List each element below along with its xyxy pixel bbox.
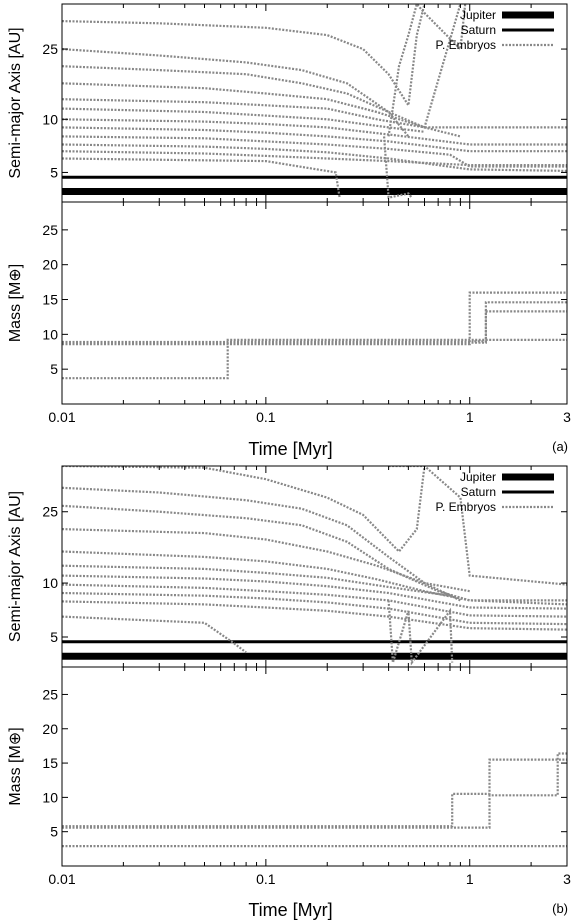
- top-ytick-label: 10: [42, 575, 58, 591]
- legend-label: Saturn: [461, 23, 496, 37]
- top-ytick-label: 5: [50, 164, 58, 180]
- bottom-plot-frame: [61, 201, 568, 405]
- bottom-ytick-label: 15: [42, 292, 58, 308]
- legend-label: Jupiter: [460, 470, 496, 484]
- chart-panel-a: 5 10 25 Semi-major Axis [AU] JupiterSaturnP.…: [7, 3, 571, 459]
- bottom-ylabel: Mass [M⊕]: [7, 727, 24, 805]
- top-ytick-label: 5: [50, 629, 58, 645]
- top-ytick-label: 25: [42, 504, 58, 520]
- series-embryo-2: [62, 4, 426, 109]
- mass-series-2: [62, 752, 567, 829]
- bottom-ytick-label: 20: [42, 721, 58, 737]
- mass-plot: [62, 752, 567, 848]
- xlabel: Time [Myr]: [248, 439, 332, 459]
- bottom-ylabel: Mass [M⊕]: [7, 264, 24, 342]
- bottom-ytick-label: 10: [42, 789, 58, 805]
- bottom-ytick-label: 25: [42, 222, 58, 238]
- xtick-label: 1: [466, 871, 474, 887]
- series-embryo-12: [62, 615, 247, 654]
- xtick-label: 3: [563, 409, 571, 425]
- series-embryo-8: [62, 574, 567, 610]
- series-embryo-8: [62, 118, 567, 146]
- bottom-ytick-label: 10: [42, 326, 58, 342]
- top-ytick-label: 10: [42, 111, 58, 127]
- legend-label: Saturn: [461, 485, 496, 499]
- series-embryo-14: [387, 4, 467, 137]
- series-embryo-10: [62, 135, 567, 168]
- bottom-ytick-label: 5: [50, 361, 58, 377]
- series-embryo-3: [62, 486, 461, 602]
- xtick-label: 0.1: [256, 409, 276, 425]
- mass-series-1: [62, 291, 567, 346]
- mass-plot: [62, 291, 567, 380]
- series-embryo-6: [62, 550, 567, 602]
- mass-series-1: [62, 758, 567, 828]
- top-ytick-label: 25: [42, 41, 58, 57]
- legend-label: P. Embryos: [436, 500, 496, 514]
- xtick-label: 0.01: [48, 409, 75, 425]
- series-embryo-5: [62, 528, 470, 593]
- mass-series-3: [62, 310, 567, 344]
- top-ylabel: Semi-major Axis [AU]: [7, 27, 24, 178]
- xtick-label: 0.01: [48, 871, 75, 887]
- panel-label: (b): [552, 901, 568, 916]
- series-embryo-12: [62, 150, 567, 167]
- xlabel: Time [Myr]: [248, 900, 332, 920]
- legend-label: Jupiter: [460, 8, 496, 22]
- xtick-label: 1: [466, 409, 474, 425]
- series-embryo-15: [383, 136, 413, 199]
- bottom-ytick-label: 20: [42, 257, 58, 273]
- mass-series-2: [62, 301, 567, 344]
- xtick-label: 0.1: [256, 871, 276, 887]
- bottom-ytick-label: 15: [42, 755, 58, 771]
- series-embryo-7: [62, 564, 451, 597]
- legend-label: P. Embryos: [436, 38, 496, 52]
- series-embryo-4: [62, 504, 567, 606]
- series-embryo-13: [388, 466, 567, 586]
- semi-major-axis-plot: [62, 4, 567, 199]
- xtick-label: 3: [563, 871, 571, 887]
- chart-panel-b: 5 10 25 Semi-major Axis [AU] JupiterSaturnP.…: [7, 465, 571, 920]
- series-embryo-2: [62, 466, 426, 554]
- mass-series-0: [62, 338, 567, 380]
- series-embryo-6: [62, 98, 461, 138]
- series-embryo-9: [62, 583, 567, 618]
- top-ylabel: Semi-major Axis [AU]: [7, 491, 24, 642]
- bottom-plot-frame: [61, 666, 568, 867]
- bottom-ytick-label: 25: [42, 686, 58, 702]
- series-embryo-5: [62, 82, 567, 129]
- series-embryo-13: [62, 157, 341, 198]
- semi-major-axis-plot: [62, 466, 567, 666]
- bottom-ytick-label: 5: [50, 824, 58, 840]
- series-embryo-9: [62, 126, 567, 153]
- series-embryo-7: [62, 107, 425, 133]
- panel-label: (a): [552, 439, 568, 454]
